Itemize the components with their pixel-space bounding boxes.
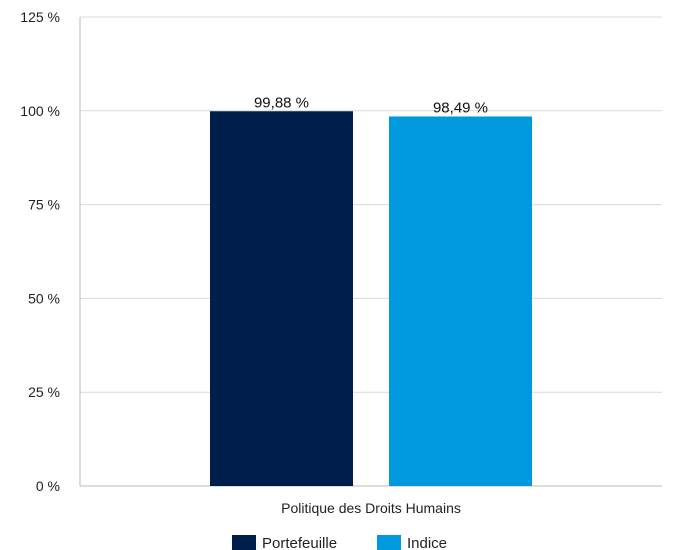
y-tick-label: 75 % <box>28 197 60 213</box>
y-tick-label: 100 % <box>20 103 60 119</box>
y-tick-label: 0 % <box>36 478 60 494</box>
legend-swatch-portefeuille <box>232 535 256 550</box>
data-label: 98,49 % <box>433 99 488 116</box>
bar-portefeuille <box>210 111 353 486</box>
x-category-label: Politique des Droits Humains <box>281 500 461 516</box>
x-axis-labels: Politique des Droits Humains <box>281 500 461 516</box>
y-tick-label: 25 % <box>28 384 60 400</box>
bars: 99,88 % 98,49 % <box>210 94 532 487</box>
gridlines <box>80 16 662 393</box>
legend: Portefeuille Indice <box>232 535 447 550</box>
y-tick-label: 125 % <box>20 9 60 25</box>
y-axis-ticks: 0 % 25 % 50 % 75 % 100 % 125 % <box>20 9 60 494</box>
y-tick-label: 50 % <box>28 290 60 306</box>
legend-label-indice: Indice <box>407 535 447 550</box>
bar-indice <box>389 116 532 487</box>
legend-swatch-indice <box>377 535 401 550</box>
legend-label-portefeuille: Portefeuille <box>262 535 337 550</box>
data-label: 99,88 % <box>254 94 309 111</box>
